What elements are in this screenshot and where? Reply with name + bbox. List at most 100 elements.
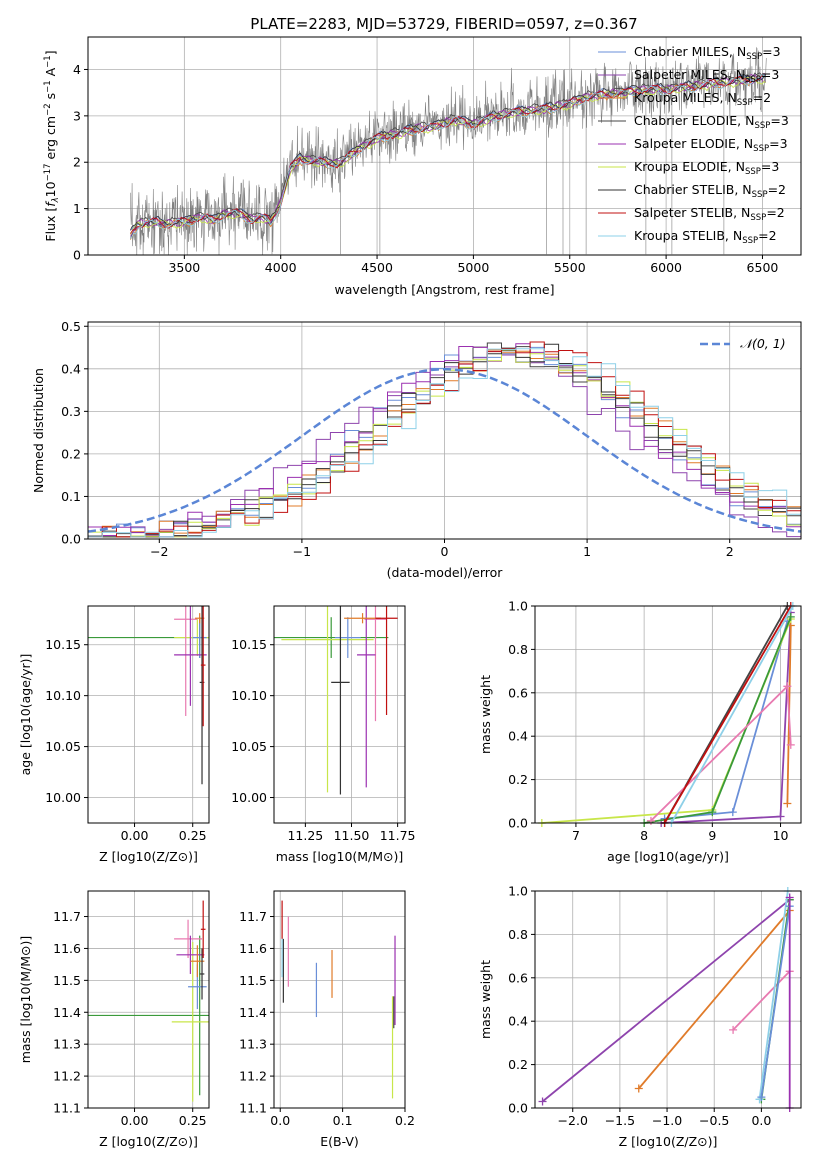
legend-value: =2 bbox=[753, 90, 771, 105]
observed-spectrum-line bbox=[130, 46, 767, 256]
mass-weight-marker bbox=[783, 799, 792, 808]
x-axis-label: Z [log10(Z/Z⊙)] bbox=[99, 849, 198, 864]
mass-weight-line bbox=[732, 970, 791, 1031]
mass-weight-marker bbox=[757, 1093, 766, 1102]
axes-frame bbox=[87, 890, 210, 1109]
y-tick-label: 0.3 bbox=[61, 404, 81, 419]
errorbar-group bbox=[281, 900, 396, 1099]
y-tick-label: 11.4 bbox=[53, 1005, 81, 1020]
x-tick-label: 0.2 bbox=[395, 1113, 415, 1128]
legend-value: =2 bbox=[768, 182, 786, 197]
mass-weight-marker bbox=[634, 1084, 643, 1093]
y-tick-label: 0.8 bbox=[508, 642, 528, 657]
y-tick-label: 0.0 bbox=[61, 532, 81, 547]
mass-weight-line bbox=[670, 605, 794, 824]
x-tick-label: 1 bbox=[583, 544, 591, 559]
x-tick-label: 0.00 bbox=[121, 1113, 149, 1128]
legend-label: Salpeter MILES, NSSP=3 bbox=[634, 67, 779, 85]
x-tick-label: 8 bbox=[640, 828, 648, 843]
mass-weight-marker bbox=[786, 612, 795, 621]
y-axis-label: Normed distribution bbox=[31, 368, 46, 493]
model-spectrum-line bbox=[130, 72, 766, 239]
legend-subscript: SSP bbox=[745, 75, 761, 85]
legend-label: Salpeter STELIB, NSSP=2 bbox=[634, 205, 785, 223]
y-tick-label: 11.2 bbox=[53, 1069, 81, 1084]
x-tick-label: 0.0 bbox=[751, 1113, 771, 1128]
legend-subscript: SSP bbox=[753, 144, 769, 154]
x-axis-label: mass [log10(M/M⊙)] bbox=[276, 849, 404, 864]
model-spectrum-line bbox=[130, 73, 766, 231]
mass-weight-line bbox=[650, 684, 792, 822]
axes-frame bbox=[273, 890, 406, 1109]
legend-label: Kroupa ELODIE, NSSP=3 bbox=[634, 159, 779, 177]
legend-value: =3 bbox=[769, 136, 787, 151]
massweight-vs-metallicity-panel: −2.0 −1.5 −1.0 −0.5 0.0 0.0 0.2 0.4 0.6 0.8 1.0 Z [… bbox=[478, 884, 802, 1149]
y-tick-label: 0.4 bbox=[508, 729, 528, 744]
x-axis-label: Z [log10(Z/Z⊙)] bbox=[619, 1134, 718, 1149]
y-tick-label: 11.7 bbox=[239, 909, 267, 924]
y-tick-label: 0.4 bbox=[61, 361, 81, 376]
y-tick-label: 1.0 bbox=[508, 884, 528, 899]
x-tick-label: −1.5 bbox=[605, 1113, 635, 1128]
x-tick-label: 9 bbox=[708, 828, 716, 843]
x-tick-label: 5500 bbox=[554, 260, 586, 275]
x-tick-label: 0.1 bbox=[333, 1113, 353, 1128]
y-tick-label: 1 bbox=[73, 201, 81, 216]
y-tick-label: 11.3 bbox=[239, 1037, 267, 1052]
histogram-series bbox=[88, 348, 801, 538]
y-tick-label: 11.1 bbox=[239, 1101, 267, 1116]
mass-weight-marker bbox=[786, 740, 795, 749]
mass-weight-line bbox=[638, 909, 791, 1090]
mass-weight-line bbox=[760, 906, 791, 1098]
legend-label: Kroupa STELIB, NSSP=2 bbox=[634, 228, 777, 246]
y-tick-label: 0.4 bbox=[508, 1014, 528, 1029]
legend-subscript: SSP bbox=[752, 190, 768, 200]
legend-label: 𝒩(0, 1) bbox=[740, 336, 786, 351]
legend-subscript: SSP bbox=[745, 167, 761, 177]
y-tick-label: 11.6 bbox=[239, 941, 267, 956]
y-tick-label: 11.2 bbox=[239, 1069, 267, 1084]
y-tick-label: 3 bbox=[73, 108, 81, 123]
axes-frame bbox=[534, 605, 802, 824]
legend-subscript: SSP bbox=[742, 236, 758, 246]
y-tick-label: 0.2 bbox=[508, 772, 528, 787]
mass-weight-marker bbox=[708, 808, 717, 817]
mass-weight-marker bbox=[776, 812, 785, 821]
x-tick-label: −0.5 bbox=[699, 1113, 729, 1128]
legend-value: =3 bbox=[761, 67, 779, 82]
x-tick-label: 3500 bbox=[168, 260, 200, 275]
y-tick-label: 10.05 bbox=[231, 739, 267, 754]
histogram-series bbox=[88, 343, 801, 538]
y-tick-label: 10.10 bbox=[231, 688, 267, 703]
legend-subscript: SSP bbox=[750, 213, 766, 223]
x-axis-label: Z [log10(Z/Z⊙)] bbox=[99, 1134, 198, 1149]
x-tick-label: 11.25 bbox=[287, 828, 323, 843]
x-tick-label: 11.50 bbox=[334, 828, 370, 843]
x-tick-label: 6500 bbox=[747, 260, 779, 275]
legend-label: Chabrier STELIB, NSSP=2 bbox=[634, 182, 786, 200]
legend-label: Chabrier MILES, NSSP=3 bbox=[634, 44, 781, 62]
mass-weight-marker bbox=[783, 682, 792, 691]
x-tick-label: −2.0 bbox=[558, 1113, 588, 1128]
legend-label: Chabrier ELODIE, NSSP=3 bbox=[634, 113, 789, 131]
mass-weight-marker bbox=[729, 1025, 738, 1034]
mass-weight-marker bbox=[728, 808, 737, 817]
y-tick-label: 0.2 bbox=[508, 1057, 528, 1072]
legend-subscript: SSP bbox=[737, 98, 753, 108]
y-tick-label: 11.7 bbox=[53, 909, 81, 924]
x-axis-label: wavelength [Angstrom, rest frame] bbox=[334, 282, 554, 297]
residuals-panel: −2 −1 0 1 2 0.0 0.1 0.2 0.3 0.4 0.5 𝒩(0, 1) (data-mo… bbox=[31, 319, 802, 580]
y-tick-label: 11.3 bbox=[53, 1037, 81, 1052]
y-tick-label: 11.5 bbox=[53, 973, 81, 988]
legend-value: =2 bbox=[758, 228, 776, 243]
y-tick-label: 10.00 bbox=[45, 790, 81, 805]
y-tick-label: 0.0 bbox=[508, 1101, 528, 1116]
y-tick-label: 0 bbox=[73, 248, 81, 263]
y-tick-label: 0.8 bbox=[508, 927, 528, 942]
mass-weight-marker bbox=[538, 1097, 547, 1106]
mass-vs-ebv-panel: 0.0 0.1 0.2 11.1 11.2 11.3 11.4 11.5 11.6 11.7 E(B… bbox=[239, 890, 415, 1149]
errorbar-group bbox=[88, 606, 209, 785]
legend-subscript: SSP bbox=[746, 52, 762, 62]
y-tick-label: 10.05 bbox=[45, 739, 81, 754]
